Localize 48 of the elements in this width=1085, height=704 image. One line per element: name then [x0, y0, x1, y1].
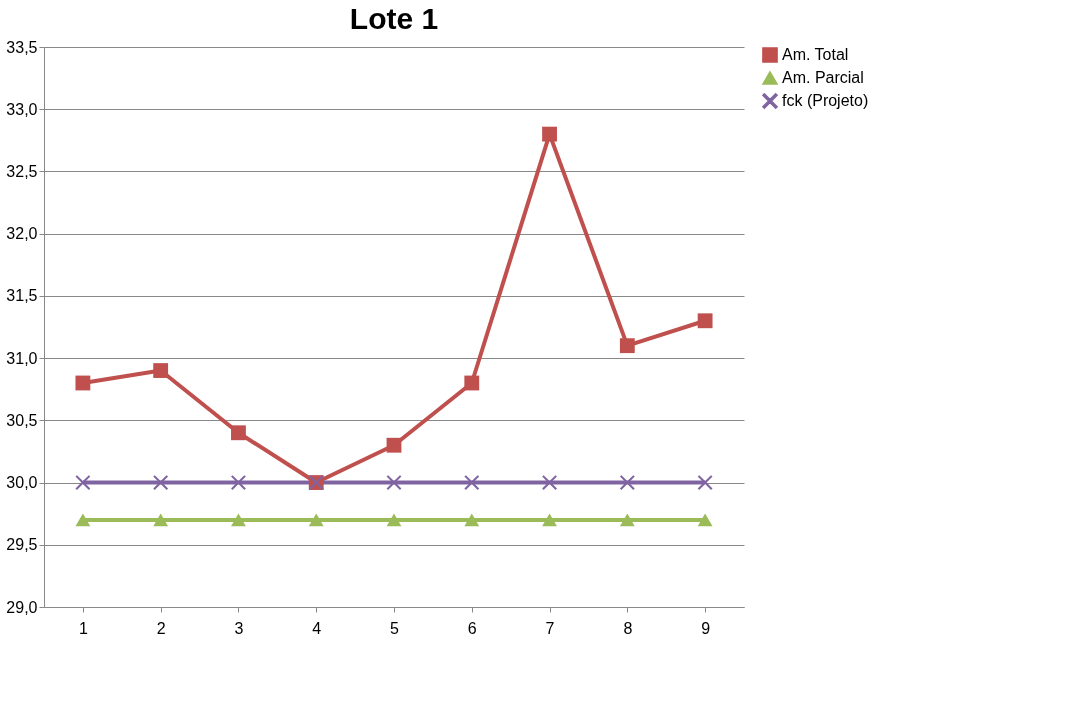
point: [619, 338, 635, 354]
chart-title: Lote 1: [349, 2, 439, 35]
point: [697, 313, 713, 329]
point: [75, 375, 91, 391]
x-tick-label: 3: [234, 619, 244, 637]
point: [231, 475, 246, 490]
y-tick-label: 30,5: [6, 411, 38, 429]
point: [542, 513, 557, 527]
legend-label: Am. Total: [782, 46, 849, 63]
point: [153, 363, 169, 378]
point: [464, 513, 480, 527]
point: [697, 475, 713, 490]
point: [464, 375, 480, 391]
point: [542, 126, 557, 142]
point: [386, 437, 402, 453]
legend-label: Am. Parcial: [782, 69, 864, 86]
point: [697, 513, 713, 527]
x-tick-label: 9: [701, 619, 711, 637]
point: [619, 513, 635, 527]
y-tick-label: 32,5: [6, 162, 38, 180]
x-tick-label: 6: [467, 619, 477, 637]
x-tick-label: 4: [312, 619, 322, 637]
y-tick-label: 31,5: [6, 287, 38, 305]
y-tick-label: 31,0: [6, 349, 38, 367]
point: [542, 475, 557, 490]
point: [464, 475, 480, 490]
y-tick-label: 32,0: [6, 225, 38, 243]
x-tick-label: 1: [78, 619, 88, 637]
point: [75, 475, 91, 490]
point: [386, 513, 402, 527]
y-tick-label: 29,0: [6, 598, 38, 616]
point: [308, 513, 324, 527]
y-tick-label: 33,5: [6, 38, 38, 56]
y-tick-label: 30,0: [6, 474, 38, 492]
point: [75, 513, 91, 527]
point: [231, 513, 246, 527]
legend-label: fck (Projeto): [782, 92, 869, 109]
point: [153, 475, 169, 490]
x-tick-label: 5: [390, 619, 400, 637]
x-tick-label: 2: [156, 619, 166, 637]
y-tick-label: 33,0: [6, 100, 38, 118]
point: [386, 475, 402, 490]
x-tick-label: 7: [545, 619, 555, 637]
x-tick-label: 8: [623, 619, 633, 637]
y-tick-label: 29,5: [6, 536, 38, 554]
point: [231, 425, 246, 441]
point: [619, 475, 635, 490]
point: [153, 513, 169, 527]
